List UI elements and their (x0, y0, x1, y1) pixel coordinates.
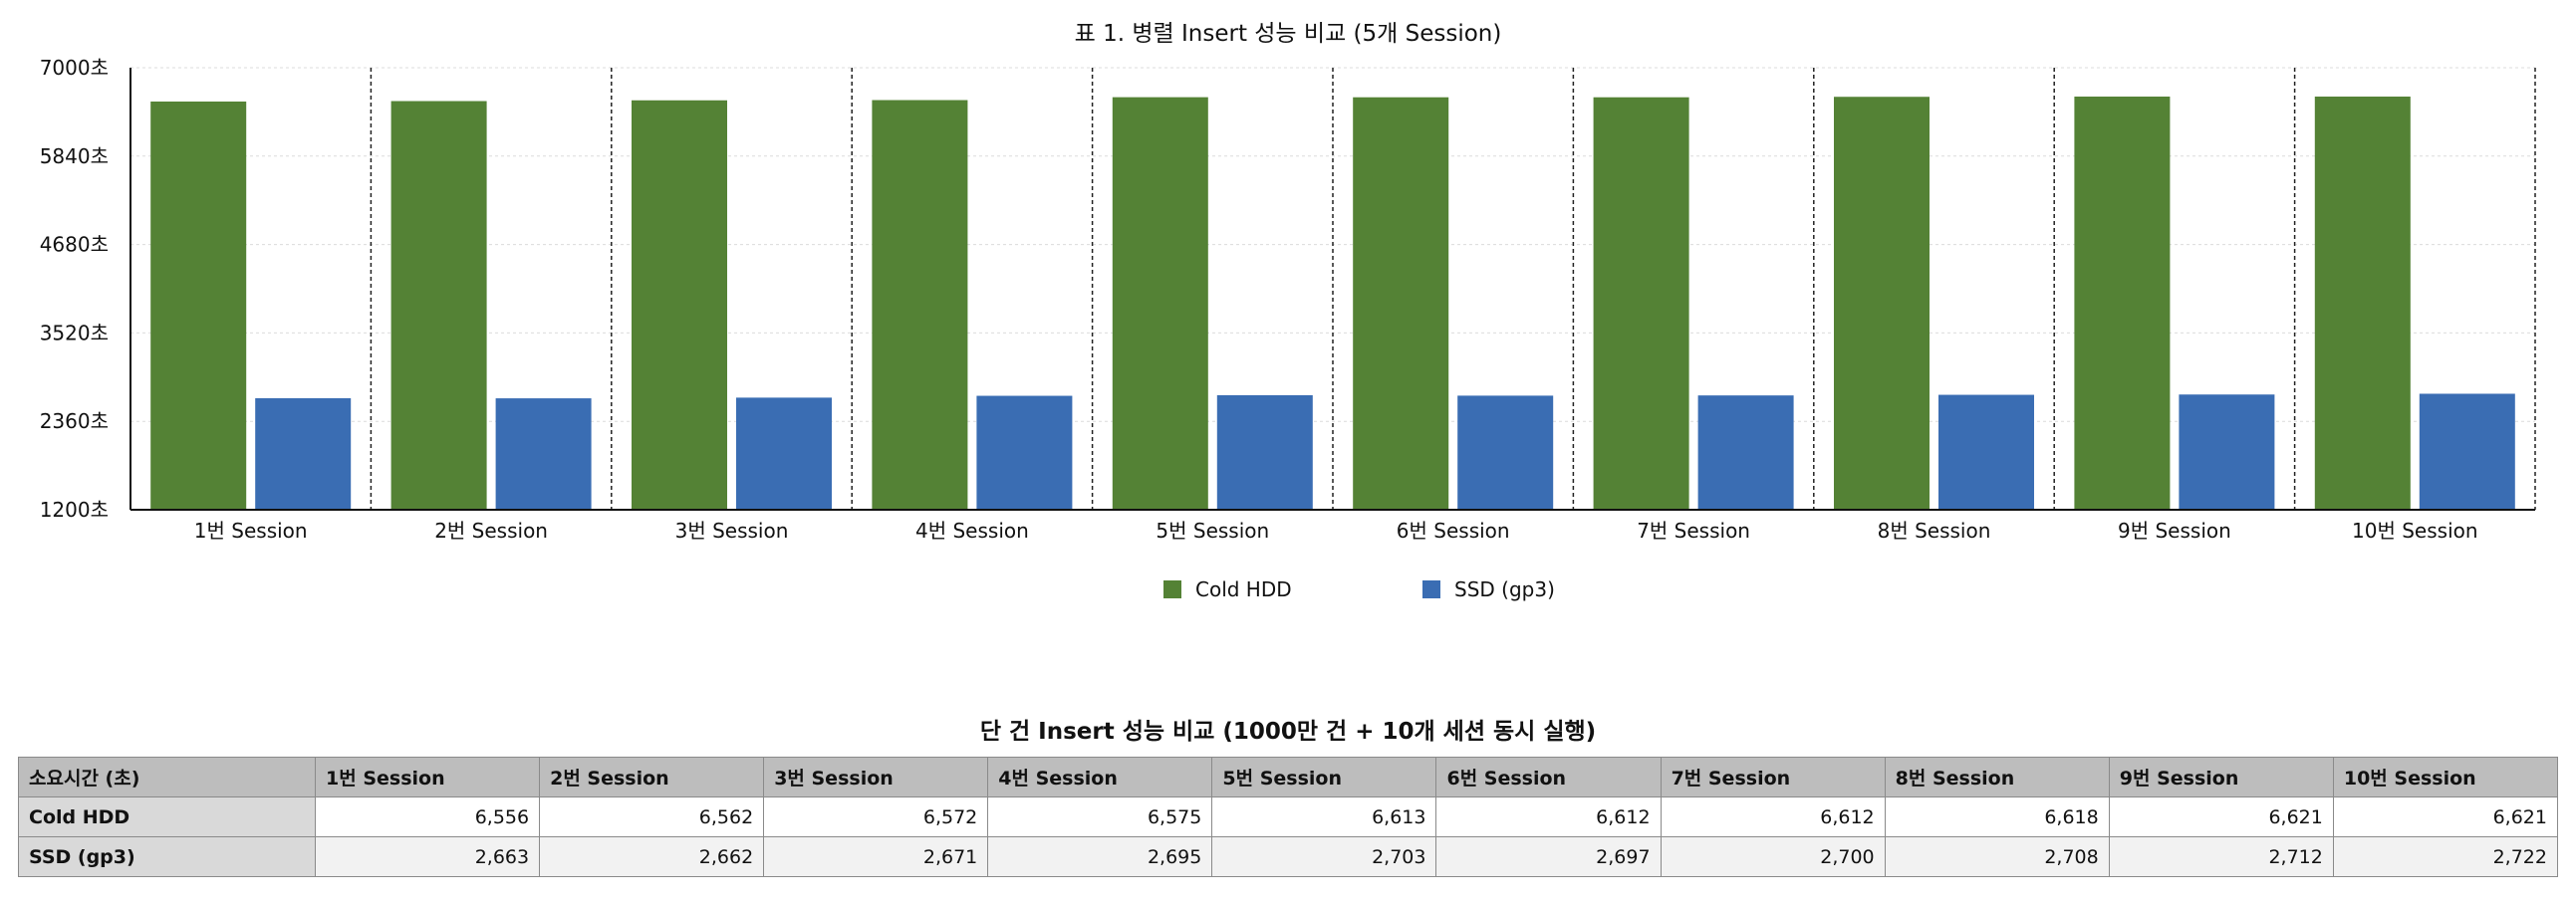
data-table: 소요시간 (초) 1번 Session 2번 Session 3번 Sessio… (18, 757, 2559, 877)
table-column-header: 7번 Session (1660, 757, 1886, 797)
bar-ssd (1216, 394, 1313, 510)
x-tick-label: 9번 Session (2118, 519, 2231, 543)
x-tick-label: 5번 Session (1156, 519, 1269, 543)
bar-cold-hdd (872, 100, 968, 510)
legend-item-cold-hdd: Cold HDD (1163, 572, 1292, 606)
y-tick-label: 2360초 (40, 409, 109, 433)
legend-label-cold-hdd: Cold HDD (1195, 577, 1292, 601)
chart-title: 표 1. 병렬 Insert 성능 비교 (5개 Session) (1074, 21, 1502, 47)
table-cell: 2,663 (314, 836, 541, 877)
legend-label-ssd: SSD (gp3) (1454, 577, 1555, 601)
table-cell: 6,618 (1884, 796, 2110, 837)
x-tick-label: 10번 Session (2352, 519, 2478, 543)
bar-ssd (495, 398, 592, 510)
x-tick-label: 8번 Session (1878, 519, 1991, 543)
x-tick-label: 4번 Session (915, 519, 1029, 543)
bar-cold-hdd (2314, 97, 2411, 511)
x-tick-label: 3번 Session (675, 519, 789, 543)
table-row-label: Cold HDD (18, 796, 316, 837)
table-row-label: SSD (gp3) (18, 836, 316, 877)
y-tick-label: 4680초 (40, 233, 109, 257)
bar-ssd (255, 398, 352, 510)
table-header-row: 소요시간 (초) 1번 Session 2번 Session 3번 Sessio… (18, 757, 2559, 797)
table-cell: 6,562 (539, 796, 765, 837)
x-tick-label: 1번 Session (194, 519, 308, 543)
legend-swatch-ssd (1422, 580, 1440, 598)
table-cell: 6,621 (2332, 796, 2559, 837)
bar-ssd (1938, 394, 2034, 510)
bar-cold-hdd (1353, 97, 1449, 510)
table-column-header: 4번 Session (987, 757, 1213, 797)
table-cell: 2,708 (1884, 836, 2110, 877)
table-column-header: 8번 Session (1884, 757, 2110, 797)
table-cell: 2,695 (987, 836, 1213, 877)
table-row-cold-hdd: Cold HDD 6,556 6,562 6,572 6,575 6,613 6… (18, 796, 2559, 837)
table-cell: 2,671 (763, 836, 989, 877)
legend: Cold HDD SSD (gp3) (1163, 572, 1582, 606)
table-cell: 2,700 (1660, 836, 1886, 877)
legend-swatch-cold-hdd (1163, 580, 1181, 598)
table-cell: 2,703 (1211, 836, 1437, 877)
table-row-ssd: SSD (gp3) 2,663 2,662 2,671 2,695 2,703 … (18, 836, 2559, 877)
x-tick-label: 2번 Session (434, 519, 548, 543)
table-column-header: 1번 Session (314, 757, 541, 797)
table-cell: 6,621 (2108, 796, 2334, 837)
table-corner-header: 소요시간 (초) (18, 757, 316, 797)
bar-cold-hdd (1112, 97, 1208, 510)
y-tick-label: 5840초 (40, 144, 109, 168)
table-cell: 6,575 (987, 796, 1213, 837)
bar-ssd (976, 395, 1073, 510)
y-tick-label: 1200초 (40, 498, 109, 522)
table-title: 단 건 Insert 성능 비교 (1000만 건 + 10개 세션 동시 실행… (979, 719, 1597, 745)
table-column-header: 3번 Session (763, 757, 989, 797)
y-tick-label: 7000초 (40, 56, 109, 80)
y-tick-label: 3520초 (40, 321, 109, 344)
table-cell: 6,612 (1435, 796, 1662, 837)
bar-ssd (2419, 393, 2515, 510)
bar-ssd (1457, 395, 1554, 510)
bar-cold-hdd (390, 101, 487, 510)
table-column-header: 10번 Session (2332, 757, 2559, 797)
table-column-header: 6번 Session (1435, 757, 1662, 797)
bar-cold-hdd (1593, 97, 1689, 510)
bar-cold-hdd (2074, 97, 2171, 511)
table-cell: 6,612 (1660, 796, 1886, 837)
bar-chart: 1200초 2360초 3520초 4680초 5840초 7000초 1번 Session… (40, 56, 2536, 543)
bar-ssd (1697, 395, 1794, 510)
table-cell: 2,712 (2108, 836, 2334, 877)
bar-cold-hdd (150, 101, 247, 511)
table-column-header: 9번 Session (2108, 757, 2334, 797)
x-tick-label: 7번 Session (1637, 519, 1750, 543)
bar-cold-hdd (1834, 97, 1930, 510)
bar-cold-hdd (632, 100, 727, 511)
bar-ssd (2179, 394, 2275, 510)
table-cell: 2,722 (2332, 836, 2559, 877)
table-cell: 2,697 (1435, 836, 1662, 877)
table-column-header: 2번 Session (539, 757, 765, 797)
legend-item-ssd: SSD (gp3) (1422, 572, 1555, 606)
table-cell: 6,556 (314, 796, 541, 837)
bar-ssd (736, 397, 832, 510)
table-cell: 6,572 (763, 796, 989, 837)
table-column-header: 5번 Session (1211, 757, 1437, 797)
table-cell: 6,613 (1211, 796, 1437, 837)
x-tick-label: 6번 Session (1397, 519, 1510, 543)
table-cell: 2,662 (539, 836, 765, 877)
